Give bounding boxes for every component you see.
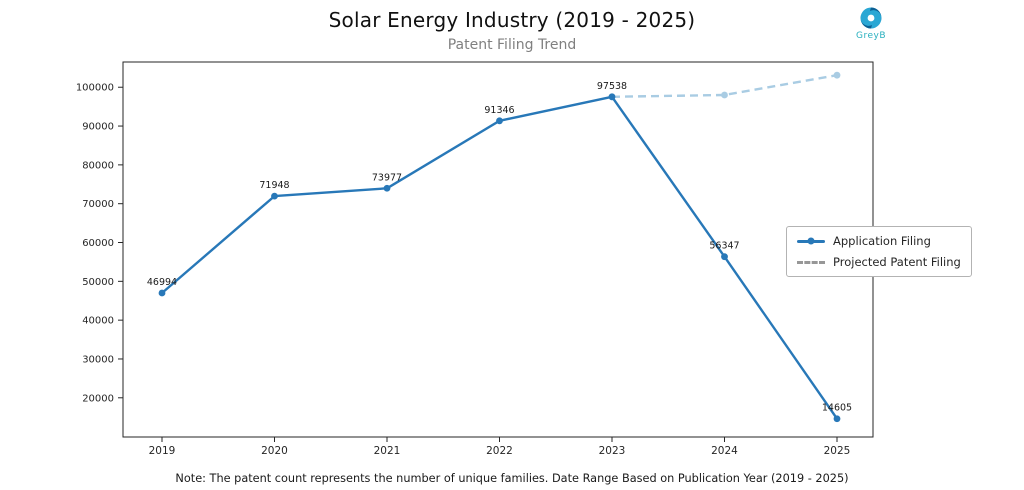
data-point-application-filing	[383, 184, 391, 192]
data-point-application-filing	[271, 192, 278, 200]
data-point-projected-patent-filing	[721, 91, 728, 99]
y-tick-label: 20000	[82, 393, 114, 404]
y-tick-label: 30000	[82, 354, 114, 365]
series-line-projected-patent-filing	[611, 74, 838, 98]
data-point-label-application-filing: 56347	[709, 241, 739, 252]
data-point-application-filing	[158, 289, 166, 297]
legend-item-projected-filing: Projected Patent Filing	[797, 255, 961, 269]
x-tick-label: 2022	[486, 445, 513, 457]
legend-label-application-filing: Application Filing	[833, 234, 931, 248]
data-point-application-filing	[496, 117, 503, 125]
data-point-application-filing	[833, 415, 841, 423]
data-point-label-application-filing: 73977	[372, 172, 402, 183]
data-point-projected-patent-filing	[833, 71, 841, 79]
greyb-logo-text: GreyB	[855, 31, 886, 41]
legend-label-projected-filing: Projected Patent Filing	[833, 255, 961, 269]
page-title: Solar Energy Industry (2019 - 2025)	[328, 8, 696, 32]
y-tick-label: 60000	[82, 238, 114, 249]
x-tick-label: 2019	[149, 445, 176, 457]
x-tick-label: 2020	[261, 445, 288, 457]
data-point-label-application-filing: 71948	[259, 180, 289, 191]
footnote: Note: The patent count represents the nu…	[175, 472, 849, 485]
series-line-application-filing	[161, 95, 838, 420]
data-point-application-filing	[721, 253, 728, 261]
greyb-logo-icon	[860, 7, 882, 29]
y-tick-label: 90000	[82, 122, 114, 133]
legend-swatch-solid-line	[797, 237, 825, 245]
legend-swatch-dashed-line	[797, 260, 825, 264]
y-tick-label: 70000	[82, 199, 114, 210]
greyb-logo: GreyB	[845, 6, 897, 41]
x-tick-label: 2024	[711, 445, 738, 457]
y-tick-label: 40000	[82, 316, 114, 327]
legend-marker-dot	[807, 237, 815, 245]
legend-item-application-filing: Application Filing	[797, 234, 961, 248]
y-tick-label: 50000	[82, 277, 114, 288]
data-point-label-application-filing: 14605	[822, 403, 852, 414]
chart-subtitle: Patent Filing Trend	[447, 37, 577, 53]
x-tick-label: 2023	[599, 445, 626, 457]
data-point-label-application-filing: 97538	[597, 81, 627, 92]
x-tick-label: 2025	[824, 445, 851, 457]
data-point-label-application-filing: 91346	[484, 105, 514, 116]
x-tick-label: 2021	[374, 445, 401, 457]
y-tick-label: 80000	[82, 160, 114, 171]
y-tick-label: 100000	[76, 83, 114, 94]
chart-legend: Application Filing Projected Patent Fili…	[786, 226, 972, 277]
data-point-application-filing	[608, 93, 616, 101]
data-point-label-application-filing: 46994	[147, 277, 177, 288]
